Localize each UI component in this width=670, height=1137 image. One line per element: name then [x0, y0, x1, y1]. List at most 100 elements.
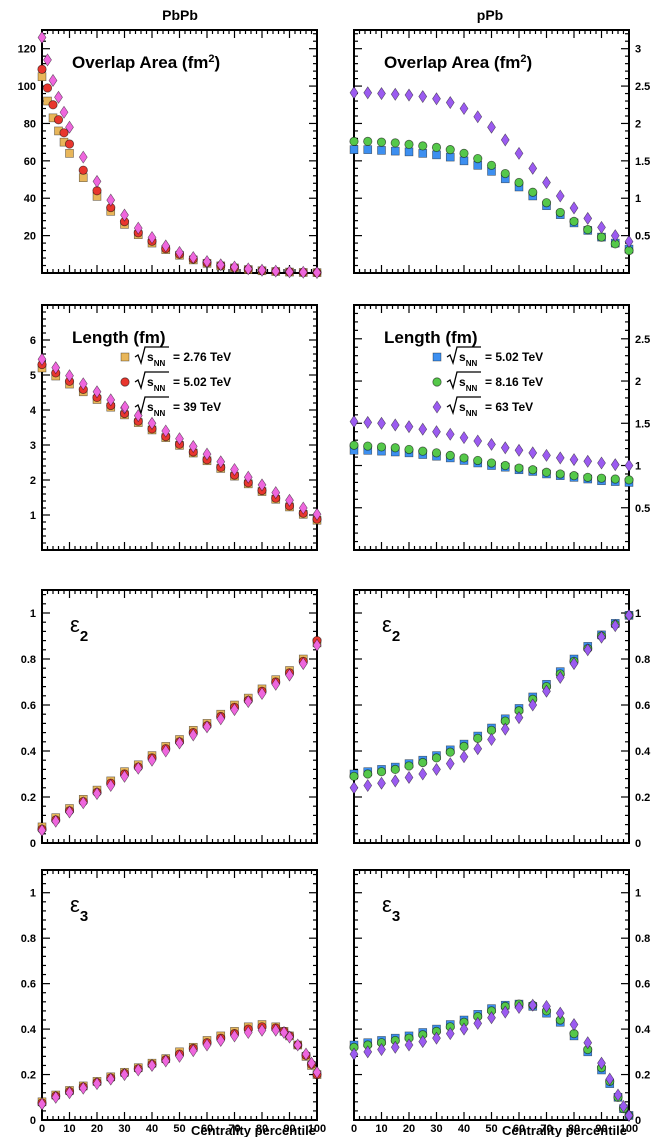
panel-label: Length (fm) — [72, 328, 165, 347]
y-tick-label: 6 — [30, 335, 36, 347]
y-tick-label: 0.2 — [21, 1070, 36, 1082]
y-tick-label: 3 — [30, 440, 36, 452]
y-tick-label: 1 — [635, 461, 641, 473]
y-tick-label: 0 — [30, 1115, 36, 1127]
y-tick-label: 60 — [24, 156, 36, 168]
data-point — [584, 455, 592, 467]
data-point — [529, 188, 537, 196]
data-point — [38, 65, 46, 73]
column-title-pbpb: PbPb — [162, 7, 198, 23]
y-tick-label: 0.2 — [635, 1070, 650, 1082]
legend-marker — [433, 401, 441, 413]
data-point — [460, 454, 468, 462]
x-tick-label: 20 — [91, 1123, 103, 1135]
data-point — [446, 145, 454, 153]
data-point — [419, 91, 427, 103]
y-tick-label: 1 — [635, 193, 641, 205]
x-tick-label: 30 — [118, 1123, 130, 1135]
y-tick-label: 0.4 — [21, 746, 37, 758]
y-tick-label: 0.8 — [21, 654, 36, 666]
data-point — [611, 459, 619, 471]
panel-label-sub: 3 — [80, 908, 88, 925]
panel-label: Overlap Area (fm2) — [384, 53, 532, 72]
data-point — [378, 417, 386, 429]
x-tick-label: 0 — [39, 1123, 45, 1135]
panel-label: ε3 — [70, 892, 88, 925]
data-point — [377, 768, 385, 776]
y-tick-label: 0.6 — [635, 700, 650, 712]
x-tick-label: 80 — [256, 1123, 268, 1135]
y-tick-label: 1 — [30, 510, 36, 522]
data-point — [446, 451, 454, 459]
y-tick-label: 80 — [24, 118, 36, 130]
y-tick-label: 40 — [24, 193, 36, 205]
panel-ppb-e3: 0 10 20 30 40 50 60 70 80 90 10000.20.40.60.81ε3 — [350, 870, 651, 1135]
legend-s-sub: NN — [466, 359, 478, 368]
data-point — [501, 723, 509, 735]
x-tick-label: 0 — [351, 1123, 357, 1135]
panel-label-sub: 3 — [392, 908, 400, 925]
data-point — [419, 758, 427, 766]
data-point — [364, 416, 372, 428]
data-point — [515, 178, 523, 186]
data-point — [391, 147, 399, 155]
data-point — [529, 466, 537, 474]
y-tick-label: 0.4 — [21, 1024, 37, 1036]
x-tick-label: 40 — [146, 1123, 158, 1135]
legend-s-sub: NN — [154, 409, 166, 418]
data-point — [474, 154, 482, 162]
y-tick-label: 1 — [30, 888, 36, 900]
data-point — [405, 140, 413, 148]
y-tick-label: 2 — [635, 376, 641, 388]
data-point — [432, 449, 440, 457]
data-point — [487, 161, 495, 169]
legend-label: = 5.02 TeV — [485, 350, 543, 364]
legend-marker — [433, 378, 441, 386]
x-tick-label: 60 — [201, 1123, 213, 1135]
legend-s: sNN — [147, 375, 165, 393]
data-point — [446, 758, 454, 770]
data-point — [446, 153, 454, 161]
data-point — [597, 474, 605, 482]
data-point — [570, 471, 578, 479]
data-point — [364, 780, 372, 792]
data-point — [405, 89, 413, 101]
data-point — [65, 140, 73, 148]
data-point — [625, 460, 633, 472]
data-point — [419, 142, 427, 150]
data-point — [460, 157, 468, 165]
data-point — [446, 97, 454, 109]
legend: sNN = 2.76 TeVsNN = 5.02 TeVsNN = 39 TeV — [121, 347, 231, 418]
data-point — [488, 438, 496, 450]
legend-label: = 63 TeV — [485, 400, 533, 414]
panel-label-sub: 2 — [80, 628, 88, 645]
y-tick-label: 2 — [30, 475, 36, 487]
data-point — [419, 768, 427, 780]
data-point — [433, 93, 441, 105]
y-tick-label: 2 — [635, 118, 641, 130]
legend-s: sNN — [459, 375, 477, 393]
data-point — [433, 763, 441, 775]
data-point — [515, 147, 523, 159]
data-point — [597, 233, 605, 241]
data-point — [350, 441, 358, 449]
y-tick-label: 2.5 — [635, 81, 650, 93]
y-tick-label: 0.6 — [635, 979, 650, 991]
x-tick-label: 10 — [375, 1123, 387, 1135]
legend-s-sub: NN — [466, 384, 478, 393]
y-tick-label: 0.6 — [21, 979, 36, 991]
panel-label-close: ) — [215, 53, 221, 72]
legend-label: = 2.76 TeV — [173, 350, 231, 364]
legend-marker — [121, 353, 129, 361]
data-point — [364, 442, 372, 450]
data-point — [488, 121, 496, 133]
data-point — [584, 212, 592, 224]
data-point — [488, 734, 496, 746]
data-point — [474, 743, 482, 755]
data-point — [79, 166, 87, 174]
legend-marker — [433, 353, 441, 361]
x-tick-label: 50 — [485, 1123, 497, 1135]
data-point — [66, 149, 74, 157]
y-tick-label: 1.5 — [635, 418, 650, 430]
